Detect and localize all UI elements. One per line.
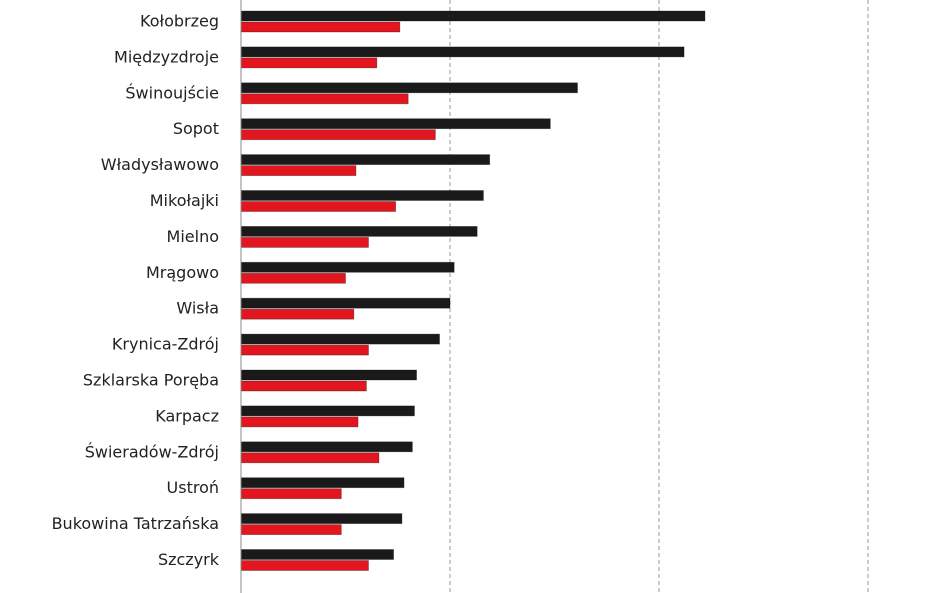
bar bbox=[240, 57, 378, 69]
bar bbox=[240, 154, 491, 166]
y-tick-label: Karpacz bbox=[155, 406, 219, 425]
bar bbox=[240, 236, 369, 248]
y-tick-label: Szklarska Poręba bbox=[83, 371, 219, 390]
bar bbox=[240, 118, 551, 130]
bar bbox=[240, 201, 397, 212]
y-tick-label: Ustroń bbox=[167, 478, 219, 497]
y-tick-label: Krynica-Zdrój bbox=[112, 335, 219, 354]
bar bbox=[240, 225, 478, 237]
bar bbox=[240, 441, 413, 453]
bar bbox=[240, 560, 369, 571]
bar bbox=[240, 477, 405, 489]
bar bbox=[240, 308, 355, 320]
bar bbox=[240, 165, 357, 177]
bar bbox=[240, 21, 401, 33]
bar bbox=[240, 344, 369, 356]
y-tick-label: Mielno bbox=[167, 227, 219, 246]
bar bbox=[240, 405, 415, 417]
y-tick-label: Władysławowo bbox=[101, 155, 219, 174]
y-tick-label: Szczyrk bbox=[158, 550, 220, 569]
bar bbox=[240, 416, 359, 428]
bar bbox=[240, 261, 455, 273]
y-tick-label: Świnoujście bbox=[125, 83, 219, 102]
bar bbox=[240, 190, 484, 201]
bar bbox=[240, 488, 342, 500]
bar bbox=[240, 333, 440, 345]
y-tick-label: Bukowina Tatrzańska bbox=[52, 514, 219, 533]
y-tick-label: Międzyzdroje bbox=[114, 47, 219, 66]
bar bbox=[240, 452, 380, 464]
bar bbox=[240, 297, 451, 309]
y-tick-label: Sopot bbox=[173, 119, 219, 138]
bar bbox=[240, 46, 685, 58]
y-tick-label: Świeradów-Zdrój bbox=[85, 442, 219, 461]
y-tick-label: Mikołajki bbox=[150, 191, 219, 210]
bar bbox=[240, 272, 346, 284]
bar bbox=[240, 524, 342, 535]
bar bbox=[240, 129, 436, 141]
y-tick-label: Wisła bbox=[176, 299, 219, 318]
bar bbox=[240, 513, 403, 524]
bar bbox=[240, 82, 578, 94]
bar bbox=[240, 549, 394, 560]
bar bbox=[240, 93, 409, 105]
bar bbox=[240, 380, 367, 392]
bar bbox=[240, 10, 706, 22]
y-tick-label: Kołobrzeg bbox=[140, 12, 219, 31]
bar bbox=[240, 369, 417, 381]
y-tick-label: Mrągowo bbox=[146, 263, 219, 282]
